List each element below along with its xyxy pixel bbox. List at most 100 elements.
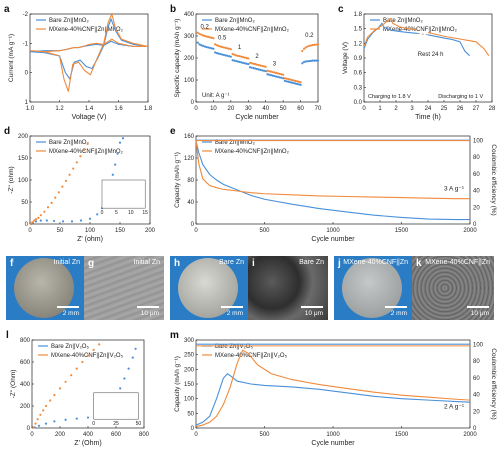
- rate-series-point: [214, 43, 217, 46]
- eis-series-point: [61, 220, 65, 223]
- eis-series-point: [64, 380, 67, 383]
- rate-series-point: [268, 70, 271, 73]
- eis-series-point: [127, 367, 130, 370]
- zn-disc-photo: [14, 258, 74, 318]
- y-axis-label: -Z'' (ohm): [8, 166, 15, 193]
- eis-series-point: [86, 354, 90, 357]
- x-tick-label: 500: [259, 228, 270, 234]
- x-tick-label: 40: [262, 106, 269, 112]
- rate-series-point: [221, 53, 224, 56]
- panel-label-h: h: [174, 258, 181, 269]
- y2-tick-label: 40: [473, 189, 480, 195]
- rate-series-point: [240, 61, 243, 64]
- rate-series-point: [208, 36, 212, 39]
- y2-tick-label: 20: [473, 409, 480, 415]
- eis-series-point: [64, 418, 67, 421]
- rate-series-point: [289, 81, 292, 84]
- eis-series-point: [49, 399, 52, 402]
- eis-series-point: [119, 387, 122, 390]
- rate-series-point: [302, 47, 306, 50]
- eis-series-point: [34, 220, 38, 223]
- panel-label-e: e: [170, 126, 176, 137]
- y-tick-label: -1: [23, 41, 29, 47]
- rate-series-point: [241, 61, 245, 64]
- panel-label-a: a: [4, 4, 10, 15]
- y2-tick-label: 100: [473, 138, 484, 144]
- rate-series-point: [226, 54, 229, 57]
- x-tick-label: 3: [410, 106, 414, 112]
- rate-series-point: [201, 44, 205, 48]
- y-tick-label: 300: [184, 338, 195, 344]
- x-tick-label: 200: [55, 432, 66, 438]
- rate-series-point: [264, 65, 267, 68]
- rate-series-point: [229, 55, 232, 58]
- eis-series-point: [123, 377, 126, 380]
- x-tick-label: 20: [228, 106, 235, 112]
- rate-series-point: [226, 47, 229, 50]
- x-tick-label: 2000: [463, 432, 477, 438]
- rate-series-point: [238, 55, 241, 58]
- rate-series-point: [299, 81, 302, 84]
- legend-entry: Bare Zn||V₂O₅: [215, 344, 253, 350]
- photo-title-k: MXene-40%CNF||Zn: [425, 259, 490, 266]
- scale-bar: [467, 306, 489, 308]
- x-tick-label: 0: [28, 228, 32, 234]
- y2-tick-label: 40: [473, 393, 480, 399]
- x-tick-label: 1: [378, 106, 382, 112]
- x-tick-label: 200: [145, 228, 156, 234]
- rate-series-point: [316, 59, 320, 62]
- scale-bar: [385, 306, 407, 308]
- y-tick-label: 100: [184, 78, 195, 84]
- inset-tick-label: 25: [113, 421, 119, 427]
- eis-series-point: [96, 213, 99, 216]
- eis-series-point: [39, 219, 42, 222]
- rate-series-point: [205, 35, 208, 38]
- rate-series-point: [292, 81, 295, 85]
- y-tick-label: 50: [21, 200, 28, 206]
- y-tick-label: 0.6: [354, 71, 363, 77]
- rate-series-point: [292, 79, 295, 82]
- x-tick-label: 150: [115, 228, 126, 234]
- rate-label: 1: [238, 45, 242, 51]
- rate-series-point: [282, 73, 285, 76]
- y2-tick-label: 80: [473, 155, 480, 161]
- rate-series-point: [245, 56, 248, 60]
- y-tick-label: 400: [20, 382, 31, 388]
- rate-series-point: [287, 80, 290, 83]
- inset-frame: [101, 179, 146, 209]
- y-tick-label: 0: [191, 222, 195, 228]
- x-tick-label: 50: [57, 228, 64, 234]
- eis-series-point: [44, 404, 48, 408]
- zn-disc-photo: [342, 258, 402, 318]
- y-tick-label: 50: [187, 411, 194, 417]
- rate-series-point: [278, 72, 281, 75]
- x-tick-label: 25: [441, 106, 448, 112]
- x-tick-label: 2000: [463, 228, 477, 234]
- y-axis-label: Capacity (mAh g⁻¹): [174, 152, 181, 208]
- capacity-curve: [196, 349, 471, 428]
- photo-title-i: Bare Zn: [299, 259, 324, 266]
- y-axis-label: Specific capacity (mAh g⁻¹): [174, 19, 181, 98]
- rate-series-point: [306, 60, 309, 63]
- voltage-curve: [363, 17, 418, 47]
- rate-series-point: [304, 46, 307, 49]
- x-tick-label: 30: [245, 106, 252, 112]
- rate-series-point: [308, 59, 311, 63]
- y-tick-label: 0.0: [354, 100, 363, 106]
- x-axis-label: Cycle number: [311, 236, 355, 243]
- rate-series-point: [264, 70, 267, 73]
- x-tick-label: 27: [473, 106, 480, 112]
- rate-series-point: [294, 79, 297, 82]
- photo-panel-f: f Initial Zn 2 mm: [6, 256, 84, 320]
- rate-series-point: [297, 80, 300, 83]
- rate-series-point: [278, 76, 281, 79]
- rate-series-point: [215, 44, 219, 47]
- rate-series-point: [228, 55, 231, 58]
- panel-label-g: g: [88, 258, 95, 269]
- inset-frame: [93, 392, 139, 420]
- x-tick-label: 600: [111, 432, 122, 438]
- rate-series-point: [266, 73, 269, 76]
- rate-series-point: [233, 53, 236, 56]
- rate-series-point: [208, 46, 212, 49]
